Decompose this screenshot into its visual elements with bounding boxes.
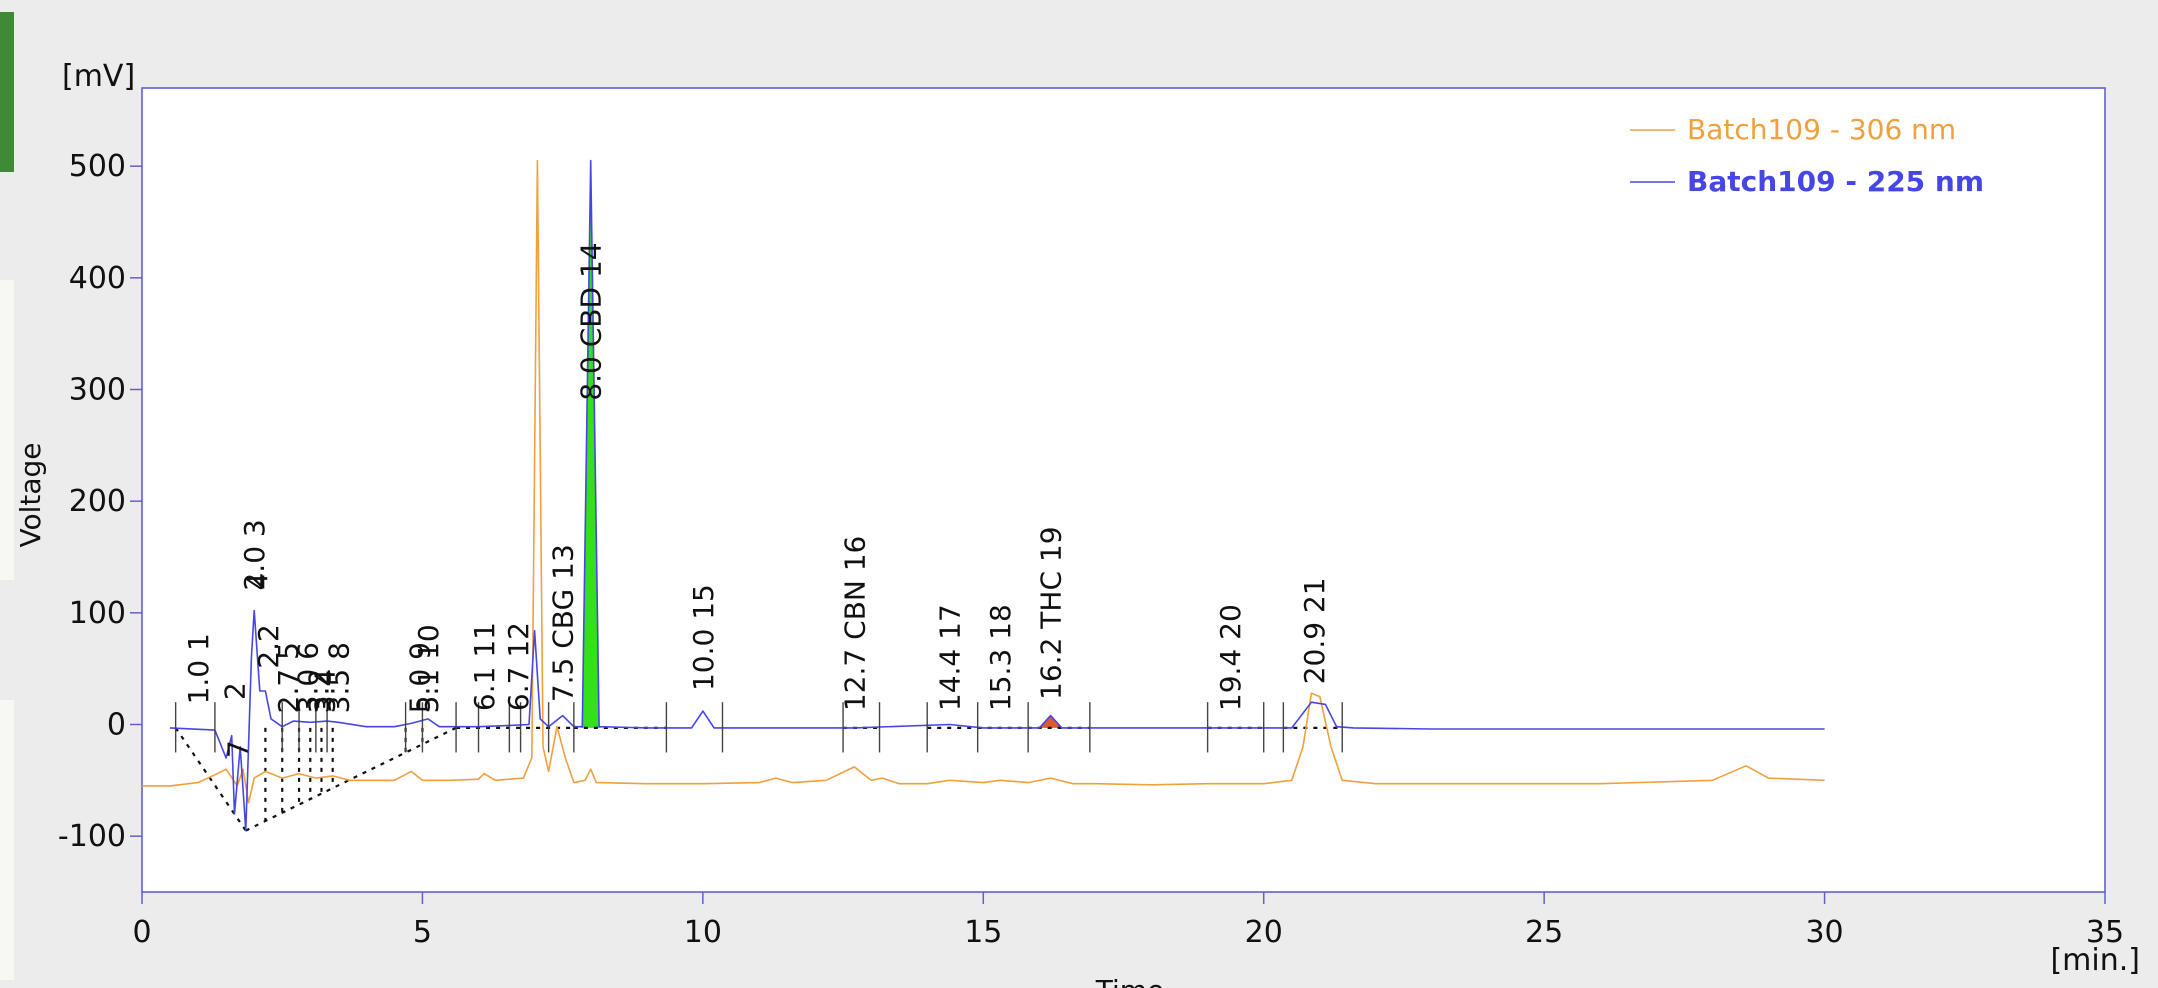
peak-label: 20.9 21 (1298, 577, 1331, 684)
peak-label: 6.7 12 (502, 622, 535, 711)
filled-peak-cbd (580, 160, 601, 728)
series-layer (142, 159, 1825, 832)
x-tick-label: 20 (1245, 915, 1283, 950)
x-tick-label: 15 (964, 915, 1002, 950)
x-tick-label: 30 (1805, 915, 1843, 950)
peak-label: 1.0 1 (182, 633, 215, 704)
y-tick-label: 500 (69, 149, 126, 184)
filled-peaks (580, 160, 1063, 728)
plot-area (141, 87, 2106, 893)
peak-label: 16.2 THC 19 (1035, 526, 1068, 699)
peak-label: 2.0 3 (238, 519, 271, 590)
y-unit-label: [mV] (62, 59, 135, 94)
legend-label-306nm: Batch109 - 306 nm (1687, 113, 1956, 146)
peak-label: 12.7 CBN 16 (838, 536, 871, 711)
peak-label: 8.0 CBD 14 (575, 242, 608, 400)
peak-label: 2 (219, 682, 252, 700)
peak-label: 6.1 11 (468, 622, 501, 711)
y-tick-label: 0 (107, 708, 126, 743)
y-tick-label: 300 (69, 373, 126, 408)
peak-label: 14.4 17 (934, 604, 967, 711)
x-tick-label: 5 (413, 915, 432, 950)
x-unit-label: [min.] (2050, 943, 2140, 978)
peak-label: 4 (241, 573, 274, 591)
side-panel-strip (0, 12, 14, 172)
peak-labels: 1.0 1 2 7 2.0 34 2.22.7 53.0 63.23.43.5 8 5.0… (182, 242, 1331, 758)
legend-label-225nm: Batch109 - 225 nm (1687, 165, 1984, 198)
peak-label: 10.0 15 (687, 584, 720, 691)
peak-label: 3.2 (303, 669, 336, 714)
peak-label: 2.7 5 (272, 642, 305, 713)
axes: 0 5 10 15 20 25 30 35 -100 0 100 200 300 400 500 (58, 149, 2124, 950)
x-tick-label: 35 (2086, 915, 2124, 950)
y-tick-label: 200 (69, 484, 126, 519)
y-tick-label: 400 (69, 261, 126, 296)
peak-label: 3.0 6 (291, 642, 324, 713)
y-axis-title: Voltage (14, 442, 47, 547)
legend: Batch109 - 306 nm Batch109 - 225 nm (1630, 113, 1984, 198)
peak-label: 7.5 CBG 13 (547, 544, 580, 702)
x-axis-title: Time (1095, 974, 1165, 988)
peak-label: 2.2 (252, 624, 285, 669)
peak-label: 19.4 20 (1214, 604, 1247, 711)
peak-label: 3.5 8 (322, 642, 355, 713)
x-tick-label: 25 (1525, 915, 1563, 950)
y-tick-label: 100 (69, 596, 126, 631)
side-panel-light (0, 280, 14, 580)
integration-markers (174, 702, 1343, 753)
filled-peak-thc (1038, 715, 1063, 728)
peak-label: 3.4 (308, 669, 341, 714)
x-tick-label: 10 (684, 915, 722, 950)
peak-label: 5.0 9 (404, 642, 437, 713)
side-panel-light-lower (0, 700, 14, 980)
peak-label: 7 (221, 740, 254, 758)
y-tick-label: -100 (58, 819, 126, 854)
series-line-306nm (142, 159, 1825, 804)
series-line-225nm (169, 159, 1825, 832)
peak-label: 5.1 10 (412, 624, 445, 713)
x-tick-label: 0 (132, 915, 151, 950)
peak-label: 15.3 18 (984, 604, 1017, 711)
